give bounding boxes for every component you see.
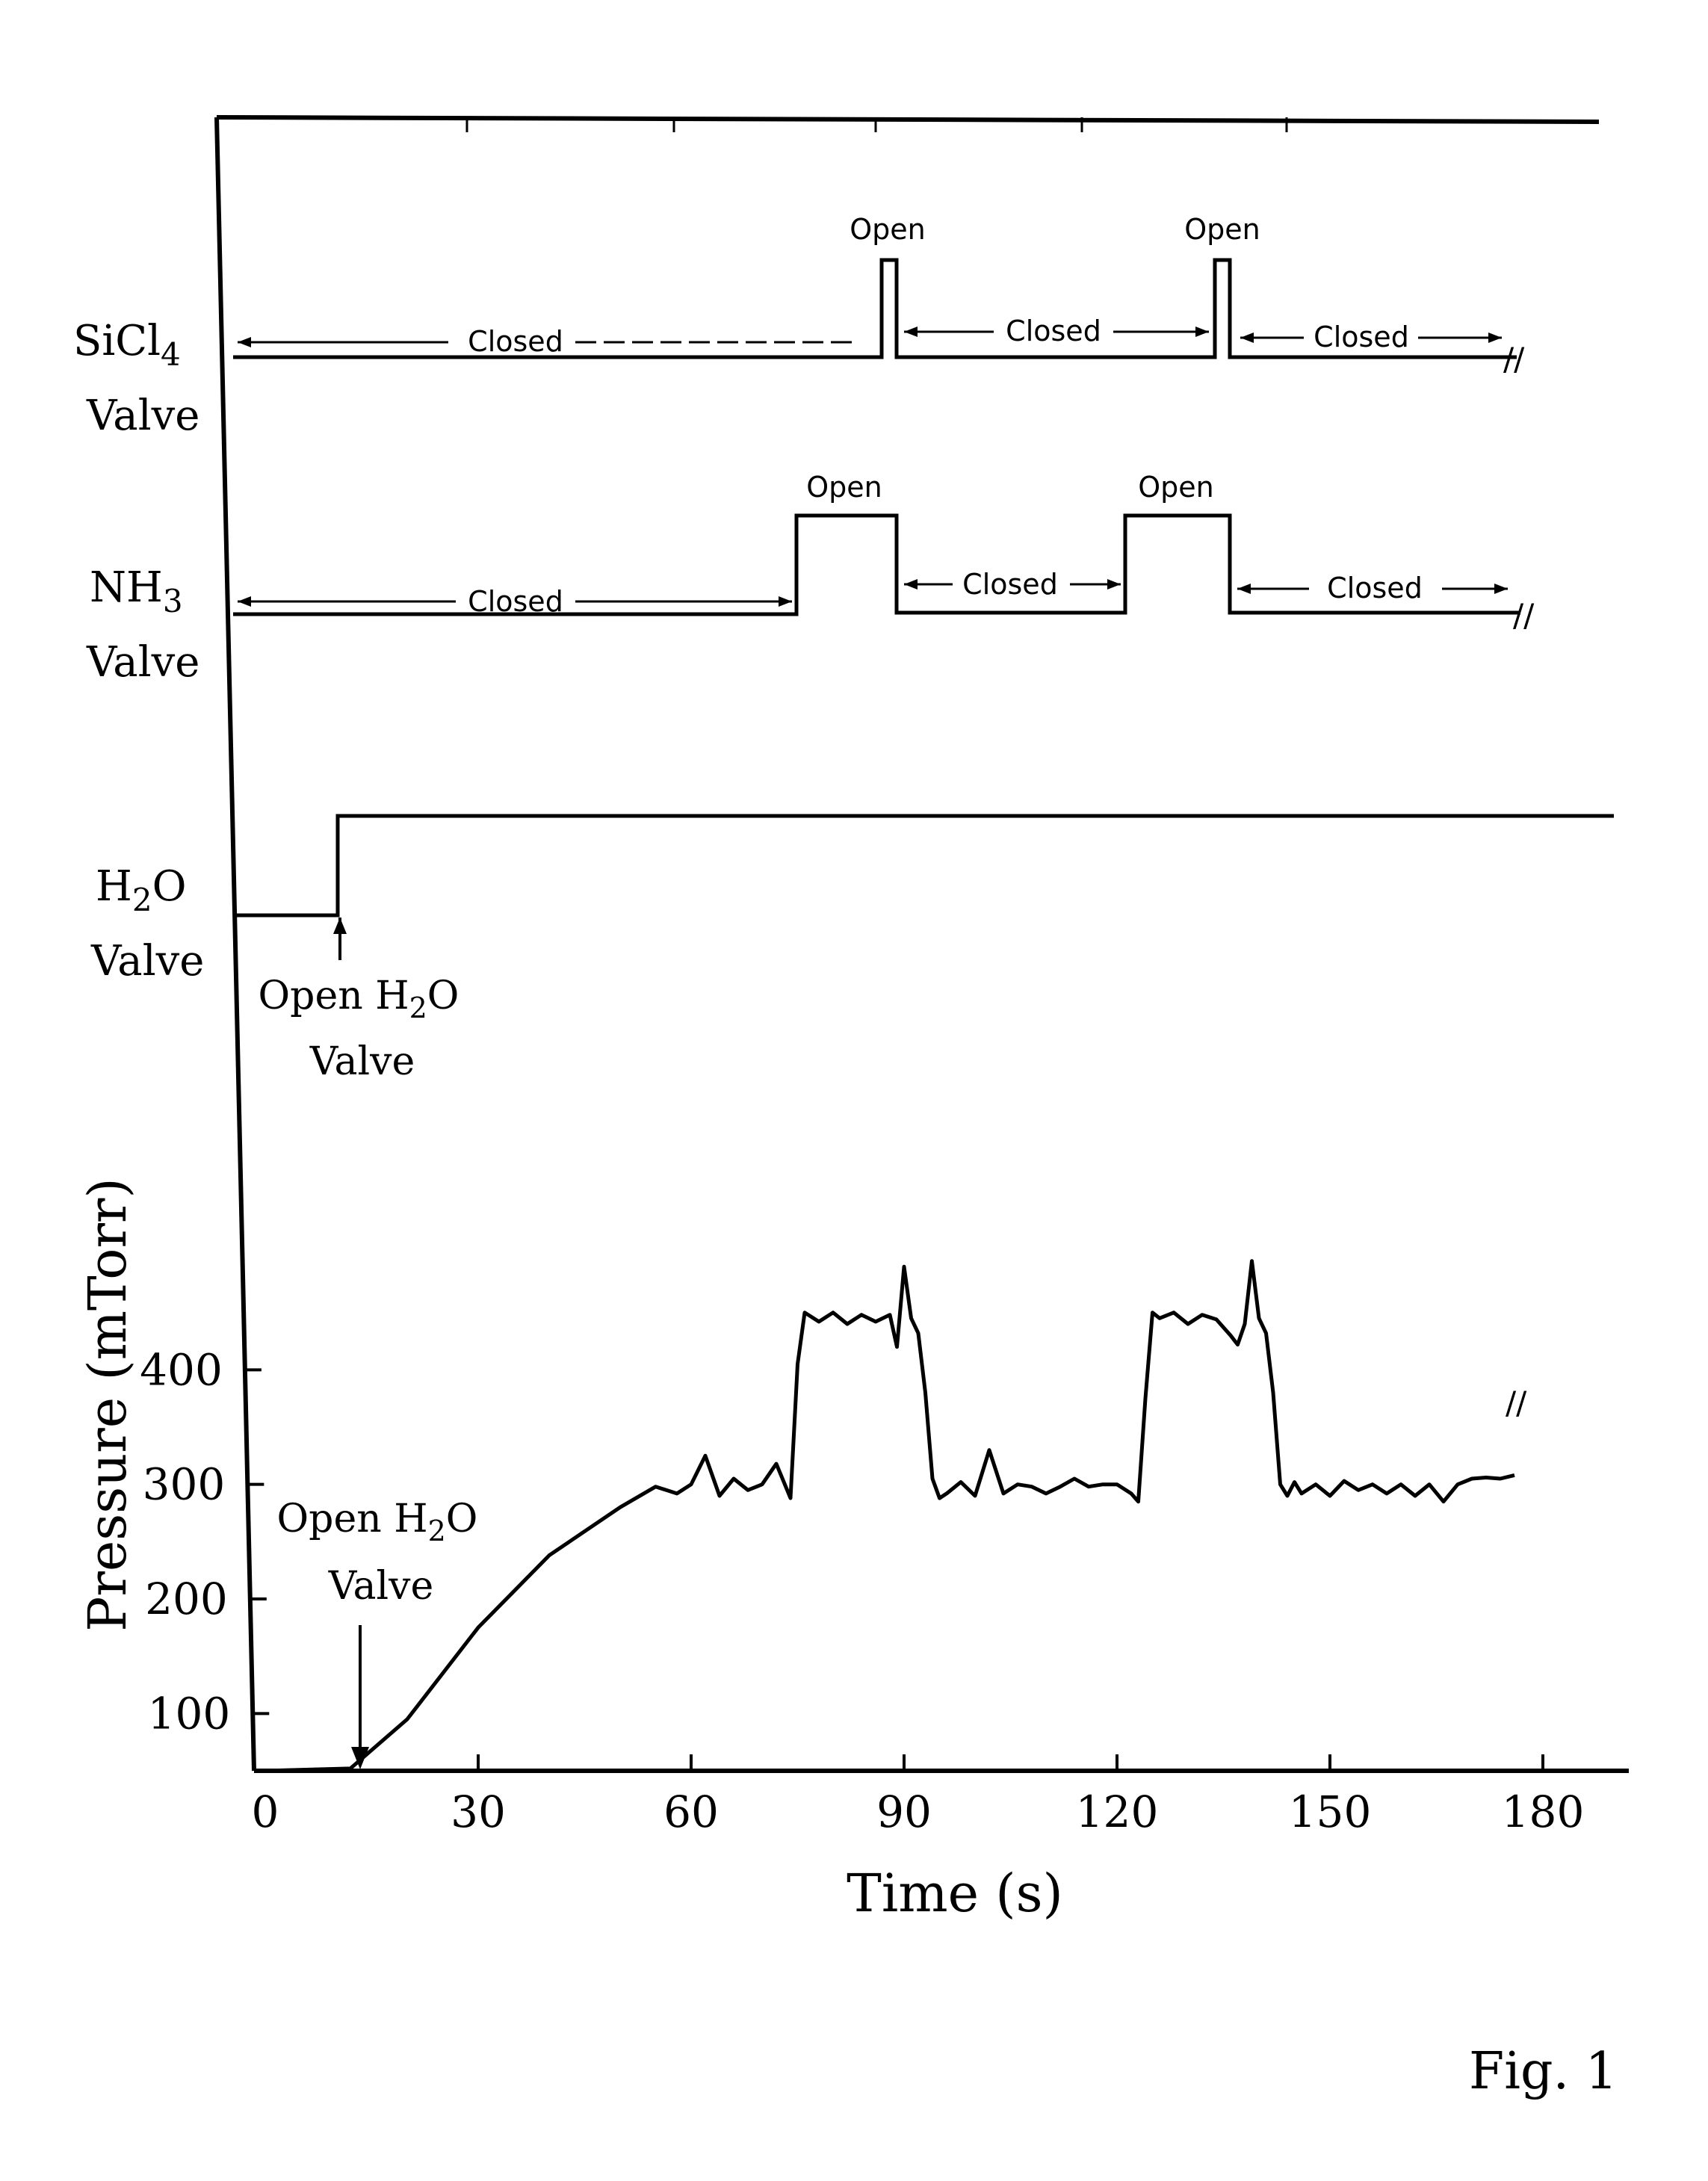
sicl4-break: // xyxy=(1503,341,1525,377)
sicl4-closed-3: Closed xyxy=(1314,321,1409,353)
x-tick-label: 90 xyxy=(876,1786,932,1837)
x-tick-label: 120 xyxy=(1076,1786,1159,1837)
frame-left xyxy=(217,117,254,1771)
y-tick-label: 100 xyxy=(148,1688,231,1739)
x-tick-label: 0 xyxy=(252,1786,279,1837)
x-tick-label: 30 xyxy=(451,1786,506,1837)
nh3-closed-3: Closed xyxy=(1327,572,1423,604)
y-axis-label: Pressure (mTorr) xyxy=(77,1178,138,1631)
x-ticks: 0 30 60 90 120 150 180 xyxy=(252,1754,1585,1837)
y-tick-label: 200 xyxy=(145,1574,228,1624)
sicl4-closed-1: Closed xyxy=(468,325,563,358)
y-tick-label: 300 xyxy=(143,1459,226,1510)
x-tick-label: 180 xyxy=(1502,1786,1585,1837)
nh3-label: NH3 xyxy=(90,563,183,619)
x-tick-label: 150 xyxy=(1289,1786,1372,1837)
nh3-closed-1: Closed xyxy=(468,585,563,618)
h2o-label: H2O xyxy=(96,862,187,918)
sicl4-label-valve: Valve xyxy=(86,392,199,440)
sicl4-valve-panel: SiCl4 Valve // Open Open Closed Closed C… xyxy=(73,213,1525,440)
pressure-chart: 0 30 60 90 120 150 180 100 200 300 400 Time (s) P… xyxy=(77,1178,1629,1924)
nh3-label-valve: Valve xyxy=(86,638,199,687)
h2o-trace xyxy=(235,816,1614,915)
sicl4-open-1: Open xyxy=(850,213,926,246)
nh3-open-1: Open xyxy=(806,471,882,504)
nh3-closed-arrows xyxy=(238,584,1508,601)
x-axis-label: Time (s) xyxy=(847,1863,1063,1924)
pressure-annotation-line1: Open H2O xyxy=(277,1497,478,1547)
sicl4-closed-2: Closed xyxy=(1006,315,1101,347)
figure-label: Fig. 1 xyxy=(1469,2042,1618,2101)
nh3-closed-2: Closed xyxy=(962,568,1058,601)
h2o-annotation-line2: Valve xyxy=(309,1039,415,1084)
x-tick-label: 60 xyxy=(663,1786,719,1837)
h2o-open-arrowhead xyxy=(333,918,347,934)
pressure-break: // xyxy=(1506,1385,1527,1421)
nh3-valve-panel: NH3 Valve // Open Open Closed Closed Clo… xyxy=(86,471,1535,687)
sicl4-closed-arrows xyxy=(238,332,1502,342)
pressure-annotation-line2: Valve xyxy=(328,1564,434,1609)
sicl4-label: SiCl4 xyxy=(73,317,181,373)
frame-top xyxy=(217,117,1599,122)
sicl4-open-2: Open xyxy=(1184,213,1260,246)
h2o-valve-panel: H2O Valve Open H2O Valve xyxy=(90,816,1614,1084)
h2o-label-valve: Valve xyxy=(90,937,204,986)
sicl4-arrowheads xyxy=(238,327,1502,347)
h2o-annotation-line1: Open H2O xyxy=(259,974,460,1024)
nh3-open-2: Open xyxy=(1138,471,1214,504)
y-tick-label: 400 xyxy=(140,1344,223,1395)
nh3-break: // xyxy=(1513,597,1535,634)
